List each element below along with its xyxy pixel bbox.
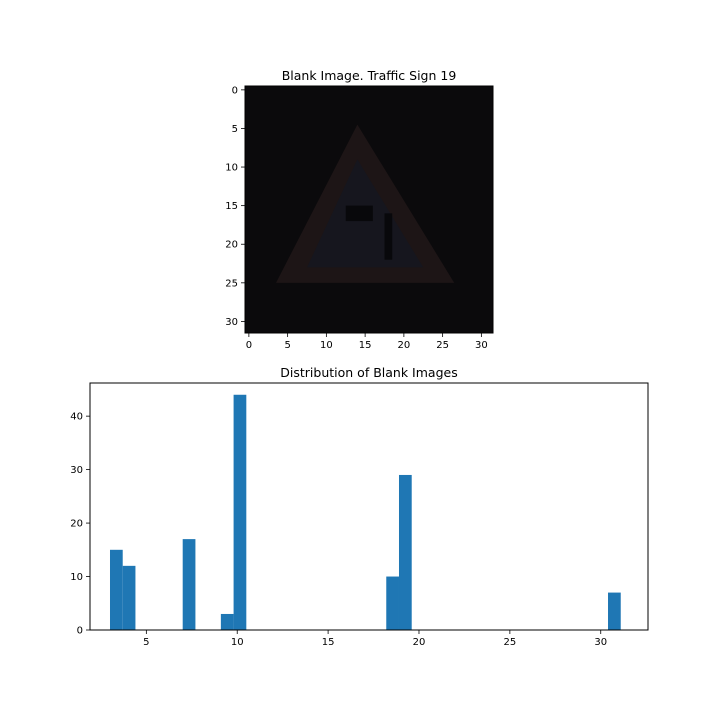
image-y-tick-label: 10 bbox=[225, 163, 238, 174]
histogram-x-tick-label: 25 bbox=[503, 637, 516, 648]
image-x-tick-label: 30 bbox=[475, 340, 488, 351]
histogram-frame bbox=[89, 382, 649, 631]
image-x-tick-label: 20 bbox=[398, 340, 411, 351]
histogram-y-axis: 0 10 20 30 40 bbox=[70, 412, 90, 637]
histogram-x-tick-label: 10 bbox=[231, 637, 244, 648]
histogram-y-tick-label: 40 bbox=[70, 412, 83, 423]
histogram-y-tick-label: 30 bbox=[70, 465, 83, 476]
histogram-bar bbox=[386, 576, 399, 630]
image-x-tick-label: 15 bbox=[359, 340, 372, 351]
histogram-y-tick-label: 0 bbox=[77, 626, 83, 637]
image-panel: Blank Image. Traffic Sign 19 0 5 10 15 20 25 3… bbox=[225, 68, 494, 351]
histogram-title: Distribution of Blank Images bbox=[280, 365, 457, 380]
image-y-tick-label: 20 bbox=[225, 240, 238, 251]
image-x-tick-label: 10 bbox=[320, 340, 333, 351]
histogram-x-tick-label: 15 bbox=[322, 637, 335, 648]
sign-symbol-stroke bbox=[384, 213, 393, 260]
histogram-panel: Distribution of Blank Images 5 10 15 20 25 30… bbox=[70, 365, 649, 648]
histogram-x-tick-label: 20 bbox=[413, 637, 426, 648]
histogram-bar bbox=[398, 474, 412, 630]
image-x-tick-label: 0 bbox=[246, 340, 252, 351]
image-frame bbox=[244, 85, 494, 334]
image-y-axis: 0 5 10 15 20 25 30 bbox=[225, 85, 245, 328]
histogram-bar bbox=[182, 539, 196, 630]
image-y-tick-label: 25 bbox=[225, 278, 238, 289]
image-y-tick-label: 0 bbox=[232, 85, 238, 96]
image-y-tick-label: 30 bbox=[225, 317, 238, 328]
histogram-bar bbox=[109, 549, 123, 630]
histogram-bars bbox=[109, 394, 621, 630]
image-x-tick-label: 5 bbox=[284, 340, 290, 351]
histogram-bar bbox=[233, 394, 247, 630]
histogram-y-tick-label: 10 bbox=[70, 572, 83, 583]
image-title: Blank Image. Traffic Sign 19 bbox=[282, 68, 457, 83]
histogram-bar bbox=[220, 613, 234, 630]
histogram-x-tick-label: 30 bbox=[594, 637, 607, 648]
histogram-x-tick-label: 5 bbox=[143, 637, 149, 648]
image-x-tick-label: 25 bbox=[436, 340, 449, 351]
image-y-tick-label: 5 bbox=[232, 124, 238, 135]
histogram-y-tick-label: 20 bbox=[70, 519, 83, 530]
histogram-x-axis: 5 10 15 20 25 30 bbox=[143, 630, 607, 648]
traffic-sign-image bbox=[245, 86, 493, 333]
histogram-bar bbox=[608, 592, 621, 630]
histogram-bar bbox=[122, 565, 136, 630]
image-y-tick-label: 15 bbox=[225, 201, 238, 212]
sign-symbol bbox=[345, 205, 373, 222]
image-x-axis: 0 5 10 15 20 25 30 bbox=[246, 333, 488, 351]
